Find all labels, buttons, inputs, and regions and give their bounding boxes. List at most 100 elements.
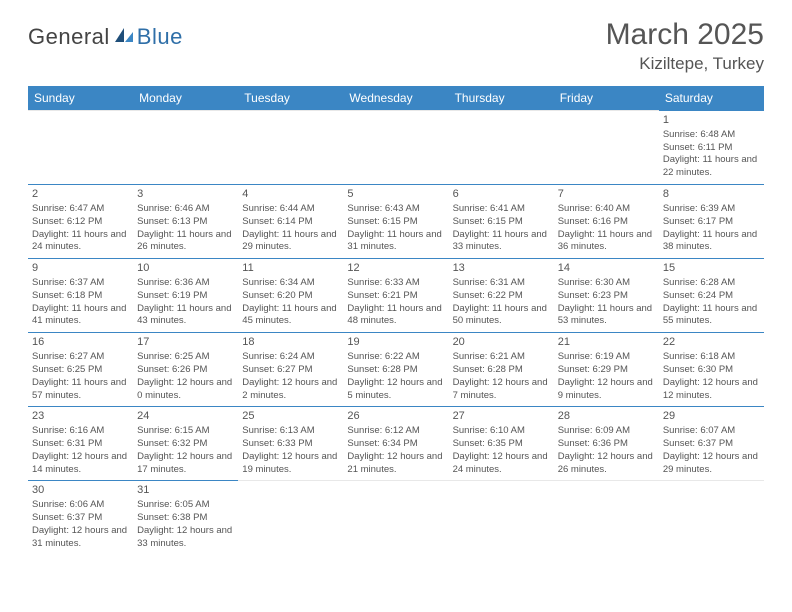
calendar-row: 30Sunrise: 6:06 AMSunset: 6:37 PMDayligh…	[28, 481, 764, 555]
day-details: Sunrise: 6:25 AMSunset: 6:26 PMDaylight:…	[137, 351, 234, 402]
day-number: 30	[32, 483, 129, 498]
calendar-cell: 4Sunrise: 6:44 AMSunset: 6:14 PMDaylight…	[238, 185, 343, 259]
day-details: Sunrise: 6:46 AMSunset: 6:13 PMDaylight:…	[137, 203, 234, 254]
day-details: Sunrise: 6:30 AMSunset: 6:23 PMDaylight:…	[558, 277, 655, 328]
calendar-cell: 11Sunrise: 6:34 AMSunset: 6:20 PMDayligh…	[238, 259, 343, 333]
calendar-cell	[554, 481, 659, 555]
calendar-cell	[238, 481, 343, 555]
day-number: 15	[663, 261, 760, 276]
day-number: 23	[32, 409, 129, 424]
day-number: 24	[137, 409, 234, 424]
calendar-cell: 6Sunrise: 6:41 AMSunset: 6:15 PMDaylight…	[449, 185, 554, 259]
calendar-cell: 21Sunrise: 6:19 AMSunset: 6:29 PMDayligh…	[554, 333, 659, 407]
calendar-cell: 9Sunrise: 6:37 AMSunset: 6:18 PMDaylight…	[28, 259, 133, 333]
calendar-cell: 23Sunrise: 6:16 AMSunset: 6:31 PMDayligh…	[28, 407, 133, 481]
day-header: Saturday	[659, 86, 764, 111]
calendar-body: 1Sunrise: 6:48 AMSunset: 6:11 PMDaylight…	[28, 111, 764, 555]
sail-icon	[110, 24, 137, 50]
day-details: Sunrise: 6:41 AMSunset: 6:15 PMDaylight:…	[453, 203, 550, 254]
title-block: March 2025 Kiziltepe, Turkey	[606, 18, 764, 74]
day-details: Sunrise: 6:33 AMSunset: 6:21 PMDaylight:…	[347, 277, 444, 328]
day-number: 25	[242, 409, 339, 424]
calendar-cell: 17Sunrise: 6:25 AMSunset: 6:26 PMDayligh…	[133, 333, 238, 407]
day-details: Sunrise: 6:13 AMSunset: 6:33 PMDaylight:…	[242, 425, 339, 476]
day-number: 2	[32, 187, 129, 202]
day-details: Sunrise: 6:48 AMSunset: 6:11 PMDaylight:…	[663, 129, 760, 180]
day-details: Sunrise: 6:37 AMSunset: 6:18 PMDaylight:…	[32, 277, 129, 328]
day-number: 28	[558, 409, 655, 424]
calendar-cell: 30Sunrise: 6:06 AMSunset: 6:37 PMDayligh…	[28, 481, 133, 555]
calendar-cell: 3Sunrise: 6:46 AMSunset: 6:13 PMDaylight…	[133, 185, 238, 259]
day-number: 29	[663, 409, 760, 424]
month-title: March 2025	[606, 18, 764, 52]
calendar-row: 2Sunrise: 6:47 AMSunset: 6:12 PMDaylight…	[28, 185, 764, 259]
day-details: Sunrise: 6:06 AMSunset: 6:37 PMDaylight:…	[32, 499, 129, 550]
calendar-cell: 18Sunrise: 6:24 AMSunset: 6:27 PMDayligh…	[238, 333, 343, 407]
calendar-cell: 22Sunrise: 6:18 AMSunset: 6:30 PMDayligh…	[659, 333, 764, 407]
day-number: 10	[137, 261, 234, 276]
day-number: 1	[663, 113, 760, 128]
day-number: 20	[453, 335, 550, 350]
day-details: Sunrise: 6:22 AMSunset: 6:28 PMDaylight:…	[347, 351, 444, 402]
calendar-cell: 16Sunrise: 6:27 AMSunset: 6:25 PMDayligh…	[28, 333, 133, 407]
calendar-row: 9Sunrise: 6:37 AMSunset: 6:18 PMDaylight…	[28, 259, 764, 333]
calendar-cell: 10Sunrise: 6:36 AMSunset: 6:19 PMDayligh…	[133, 259, 238, 333]
calendar-cell: 13Sunrise: 6:31 AMSunset: 6:22 PMDayligh…	[449, 259, 554, 333]
day-details: Sunrise: 6:19 AMSunset: 6:29 PMDaylight:…	[558, 351, 655, 402]
day-number: 8	[663, 187, 760, 202]
calendar-cell: 24Sunrise: 6:15 AMSunset: 6:32 PMDayligh…	[133, 407, 238, 481]
calendar-cell: 27Sunrise: 6:10 AMSunset: 6:35 PMDayligh…	[449, 407, 554, 481]
day-details: Sunrise: 6:40 AMSunset: 6:16 PMDaylight:…	[558, 203, 655, 254]
calendar-cell: 2Sunrise: 6:47 AMSunset: 6:12 PMDaylight…	[28, 185, 133, 259]
calendar-cell	[343, 481, 448, 555]
calendar-cell: 15Sunrise: 6:28 AMSunset: 6:24 PMDayligh…	[659, 259, 764, 333]
calendar-cell	[238, 111, 343, 185]
day-number: 26	[347, 409, 444, 424]
logo-text-1: General	[28, 24, 110, 50]
logo-text-2: Blue	[137, 24, 183, 50]
day-details: Sunrise: 6:39 AMSunset: 6:17 PMDaylight:…	[663, 203, 760, 254]
day-details: Sunrise: 6:31 AMSunset: 6:22 PMDaylight:…	[453, 277, 550, 328]
calendar-row: 1Sunrise: 6:48 AMSunset: 6:11 PMDaylight…	[28, 111, 764, 185]
day-number: 4	[242, 187, 339, 202]
calendar-cell	[449, 111, 554, 185]
day-header: Tuesday	[238, 86, 343, 111]
day-header: Friday	[554, 86, 659, 111]
day-number: 5	[347, 187, 444, 202]
location: Kiziltepe, Turkey	[606, 54, 764, 74]
calendar-cell: 29Sunrise: 6:07 AMSunset: 6:37 PMDayligh…	[659, 407, 764, 481]
day-details: Sunrise: 6:21 AMSunset: 6:28 PMDaylight:…	[453, 351, 550, 402]
calendar-row: 16Sunrise: 6:27 AMSunset: 6:25 PMDayligh…	[28, 333, 764, 407]
day-number: 19	[347, 335, 444, 350]
day-number: 7	[558, 187, 655, 202]
day-details: Sunrise: 6:44 AMSunset: 6:14 PMDaylight:…	[242, 203, 339, 254]
day-details: Sunrise: 6:34 AMSunset: 6:20 PMDaylight:…	[242, 277, 339, 328]
day-number: 17	[137, 335, 234, 350]
calendar-row: 23Sunrise: 6:16 AMSunset: 6:31 PMDayligh…	[28, 407, 764, 481]
calendar-cell: 1Sunrise: 6:48 AMSunset: 6:11 PMDaylight…	[659, 111, 764, 185]
day-details: Sunrise: 6:07 AMSunset: 6:37 PMDaylight:…	[663, 425, 760, 476]
calendar-cell	[343, 111, 448, 185]
calendar-cell: 26Sunrise: 6:12 AMSunset: 6:34 PMDayligh…	[343, 407, 448, 481]
day-details: Sunrise: 6:18 AMSunset: 6:30 PMDaylight:…	[663, 351, 760, 402]
calendar-cell: 31Sunrise: 6:05 AMSunset: 6:38 PMDayligh…	[133, 481, 238, 555]
calendar-cell: 28Sunrise: 6:09 AMSunset: 6:36 PMDayligh…	[554, 407, 659, 481]
day-details: Sunrise: 6:15 AMSunset: 6:32 PMDaylight:…	[137, 425, 234, 476]
day-details: Sunrise: 6:27 AMSunset: 6:25 PMDaylight:…	[32, 351, 129, 402]
calendar-cell: 8Sunrise: 6:39 AMSunset: 6:17 PMDaylight…	[659, 185, 764, 259]
day-header: Monday	[133, 86, 238, 111]
day-number: 27	[453, 409, 550, 424]
day-number: 14	[558, 261, 655, 276]
calendar-cell: 5Sunrise: 6:43 AMSunset: 6:15 PMDaylight…	[343, 185, 448, 259]
day-details: Sunrise: 6:09 AMSunset: 6:36 PMDaylight:…	[558, 425, 655, 476]
day-details: Sunrise: 6:28 AMSunset: 6:24 PMDaylight:…	[663, 277, 760, 328]
calendar-cell	[554, 111, 659, 185]
header: General Blue March 2025 Kiziltepe, Turke…	[28, 18, 764, 74]
day-number: 22	[663, 335, 760, 350]
calendar-cell	[449, 481, 554, 555]
calendar-cell	[133, 111, 238, 185]
day-number: 31	[137, 483, 234, 498]
day-details: Sunrise: 6:24 AMSunset: 6:27 PMDaylight:…	[242, 351, 339, 402]
calendar-cell: 12Sunrise: 6:33 AMSunset: 6:21 PMDayligh…	[343, 259, 448, 333]
calendar-cell: 25Sunrise: 6:13 AMSunset: 6:33 PMDayligh…	[238, 407, 343, 481]
